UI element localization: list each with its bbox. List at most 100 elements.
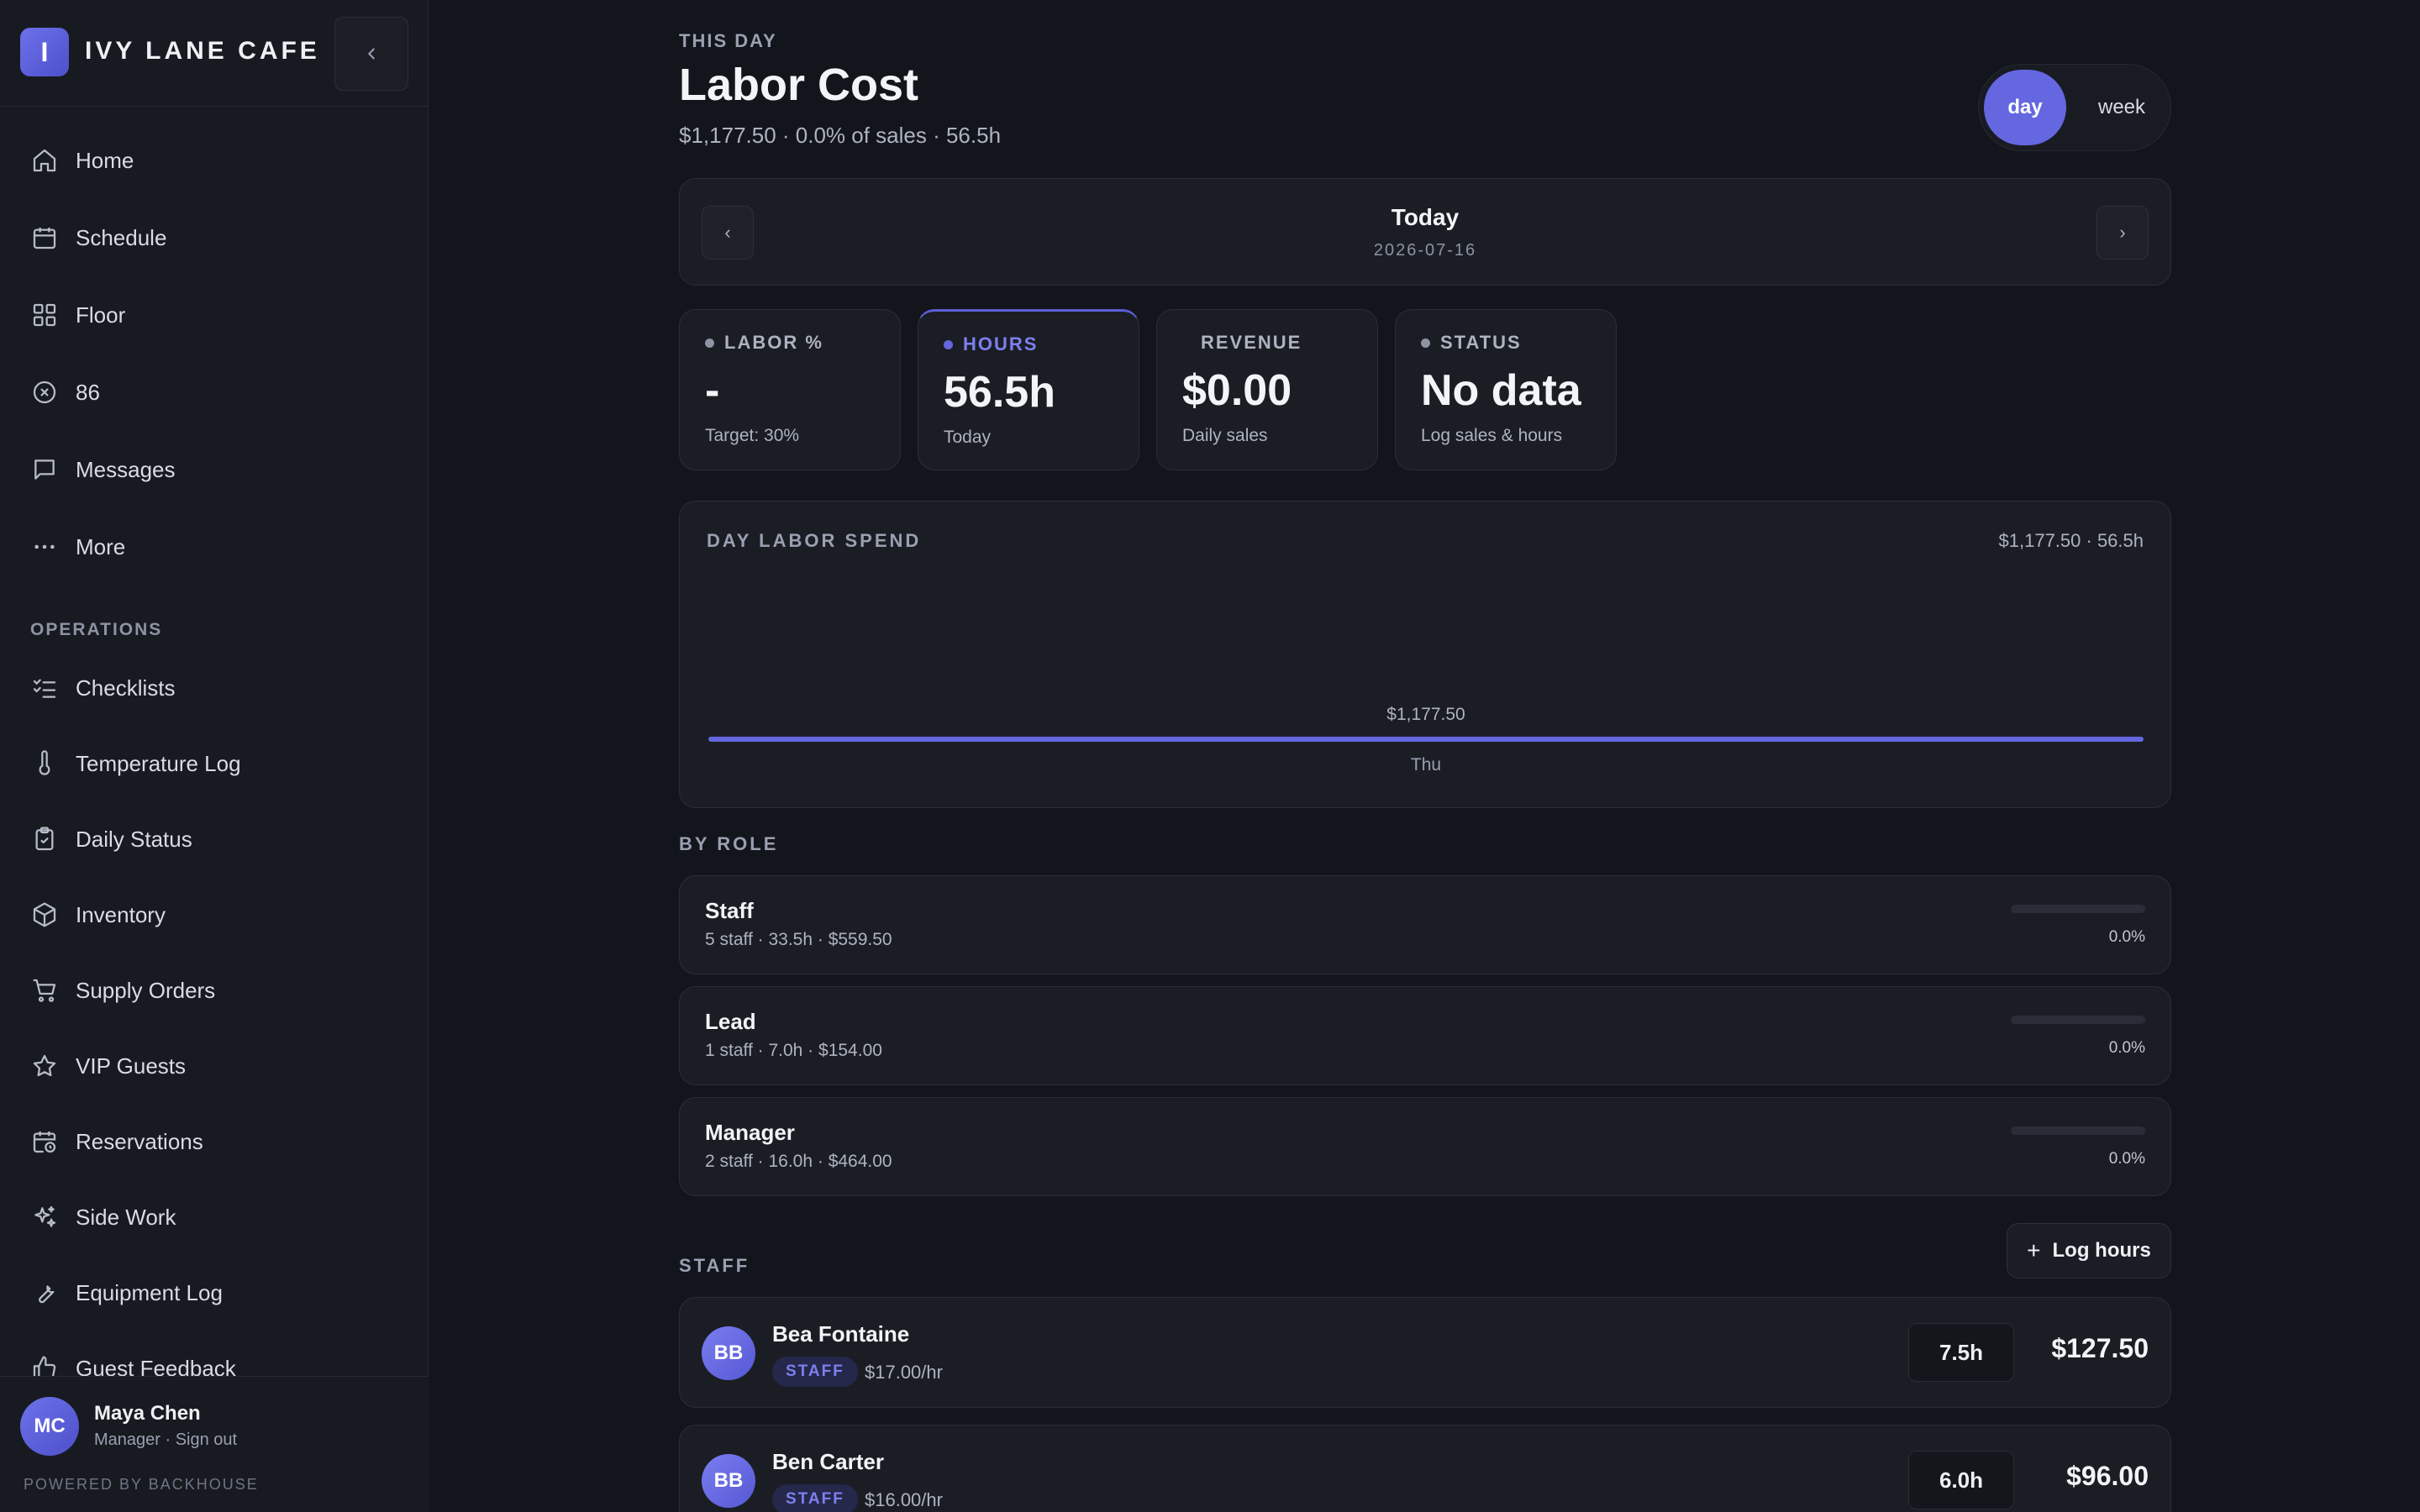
stat-card-status[interactable]: STATUS No data Log sales & hours	[1395, 309, 1617, 470]
sidebar-item-label: Messages	[76, 456, 176, 482]
stat-card-labor-percent[interactable]: LABOR % - Target: 30%	[679, 309, 901, 470]
clipboard-check-icon	[30, 825, 59, 853]
more-icon	[30, 533, 59, 561]
sidebar-item-checklists[interactable]: Checklists	[30, 669, 175, 707]
hours-input[interactable]: 6.0h	[1908, 1451, 2014, 1509]
calendar-clock-icon	[30, 1127, 59, 1156]
sidebar-item-floor[interactable]: Floor	[30, 296, 125, 334]
stat-label: LABOR %	[705, 332, 823, 354]
powered-by: POWERED BY BACKHOUSE	[24, 1476, 259, 1493]
role-progress-bar	[2011, 1016, 2145, 1024]
message-icon	[30, 455, 59, 484]
calendar-icon	[30, 223, 59, 252]
role-name: Manager	[705, 1120, 795, 1145]
wrench-icon	[30, 1278, 59, 1307]
sidebar-item-side-work[interactable]: Side Work	[30, 1198, 176, 1236]
stat-card-hours[interactable]: HOURS 56.5h Today	[918, 309, 1139, 470]
sidebar: I IVY LANE CAFE Home Schedule Floor 86 M…	[0, 0, 429, 1512]
sidebar-item-messages[interactable]: Messages	[30, 450, 176, 489]
role-progress-bar	[2011, 1126, 2145, 1135]
next-day-button[interactable]: ›	[2096, 206, 2149, 260]
role-percent: 0.0%	[2108, 1039, 2145, 1057]
staff-label: STAFF	[679, 1255, 750, 1276]
sparkles-icon	[30, 1203, 59, 1231]
sidebar-item-86[interactable]: 86	[30, 373, 100, 412]
toggle-day-button[interactable]: day	[1984, 70, 2066, 145]
log-hours-button[interactable]: + Log hours	[2007, 1223, 2171, 1278]
avatar[interactable]: MC	[20, 1397, 79, 1456]
sidebar-item-label: Daily Status	[76, 826, 192, 852]
sidebar-item-supply-orders[interactable]: Supply Orders	[30, 971, 215, 1010]
sidebar-item-label: Home	[76, 147, 134, 173]
sidebar-item-equipment-log[interactable]: Equipment Log	[30, 1273, 223, 1312]
operations-section-label: OPERATIONS	[30, 620, 163, 639]
sidebar-item-vip-guests[interactable]: VIP Guests	[30, 1047, 186, 1085]
hours-input[interactable]: 7.5h	[1908, 1323, 2014, 1382]
role-name: Staff	[705, 898, 754, 923]
user-role-sign-out[interactable]: Manager · Sign out	[94, 1431, 238, 1449]
page-eyebrow: THIS DAY	[679, 30, 777, 51]
role-badge: STAFF	[772, 1484, 858, 1512]
log-hours-label: Log hours	[2052, 1239, 2151, 1262]
chart-bar[interactable]	[708, 737, 2144, 742]
sidebar-item-label: 86	[76, 379, 100, 405]
stat-hint: Daily sales	[1182, 426, 1268, 445]
period-toggle: day week	[1978, 64, 2171, 151]
status-dot	[705, 338, 714, 348]
avatar: BB	[702, 1326, 755, 1380]
sidebar-item-schedule[interactable]: Schedule	[30, 218, 166, 257]
chart-summary: $1,177.50 · 56.5h	[1998, 530, 2144, 551]
brand-name[interactable]: IVY LANE CAFE	[85, 37, 320, 65]
sidebar-item-label: Side Work	[76, 1204, 176, 1230]
role-badge: STAFF	[772, 1357, 858, 1387]
by-role-label: BY ROLE	[679, 833, 779, 854]
sidebar-item-home[interactable]: Home	[30, 141, 134, 180]
stat-value: No data	[1421, 366, 1581, 415]
stat-label: HOURS	[944, 333, 1038, 355]
date-title: Today	[1391, 204, 1460, 230]
stat-value: 56.5h	[944, 368, 1055, 417]
role-name: Lead	[705, 1009, 756, 1034]
sidebar-item-label: Supply Orders	[76, 977, 216, 1003]
role-row-lead[interactable]: Lead 1 staff · 7.0h · $154.00 0.0%	[679, 986, 2171, 1085]
chart-category-label: Thu	[1411, 755, 1441, 774]
staff-row[interactable]: BB Bea Fontaine STAFF $17.00/hr 7.5h $12…	[679, 1297, 2171, 1408]
brand-logo[interactable]: I	[20, 28, 69, 76]
staff-cost: $96.00	[2066, 1461, 2149, 1491]
sidebar-item-label: More	[76, 533, 126, 559]
page-subtitle: $1,177.50 · 0.0% of sales · 56.5h	[679, 123, 1002, 148]
chart-data-label: $1,177.50	[1386, 705, 1465, 724]
sidebar-item-label: VIP Guests	[76, 1053, 187, 1079]
chevron-left-icon	[368, 48, 375, 60]
stat-label: STATUS	[1421, 332, 1522, 354]
box-icon	[30, 900, 59, 929]
sidebar-item-daily-status[interactable]: Daily Status	[30, 820, 192, 858]
avatar: BB	[702, 1454, 755, 1508]
staff-name: Bea Fontaine	[772, 1321, 910, 1347]
date-value: 2026-07-16	[1373, 241, 1477, 260]
sidebar-item-label: Temperature Log	[76, 750, 241, 776]
stat-card-revenue[interactable]: REVENUE $0.00 Daily sales	[1156, 309, 1378, 470]
day-labor-spend-chart: DAY LABOR SPEND $1,177.50 · 56.5h $1,177…	[679, 501, 2171, 808]
status-dot	[1421, 338, 1430, 348]
collapse-sidebar-button[interactable]	[334, 17, 408, 91]
role-progress-bar	[2011, 905, 2145, 913]
stat-value: -	[705, 366, 720, 415]
brand-header: I IVY LANE CAFE	[0, 0, 429, 107]
sidebar-item-reservations[interactable]: Reservations	[30, 1122, 203, 1161]
sidebar-item-inventory[interactable]: Inventory	[30, 895, 166, 934]
sidebar-item-more[interactable]: More	[30, 528, 125, 566]
toggle-week-button[interactable]: week	[2097, 96, 2146, 118]
sidebar-item-temperature-log[interactable]: Temperature Log	[30, 744, 241, 783]
staff-row[interactable]: BB Ben Carter STAFF $16.00/hr 6.0h $96.0…	[679, 1425, 2171, 1512]
sidebar-item-label: Equipment Log	[76, 1279, 223, 1305]
thermometer-icon	[30, 749, 59, 778]
cart-icon	[30, 976, 59, 1005]
role-meta: 1 staff · 7.0h · $154.00	[705, 1041, 882, 1060]
chart-title: DAY LABOR SPEND	[707, 530, 922, 551]
prev-day-button[interactable]: ‹	[702, 206, 754, 260]
chart-plot: $1,177.50 Thu	[708, 705, 2144, 774]
role-row-staff[interactable]: Staff 5 staff · 33.5h · $559.50 0.0%	[679, 875, 2171, 974]
role-percent: 0.0%	[2108, 928, 2145, 946]
role-row-manager[interactable]: Manager 2 staff · 16.0h · $464.00 0.0%	[679, 1097, 2171, 1196]
